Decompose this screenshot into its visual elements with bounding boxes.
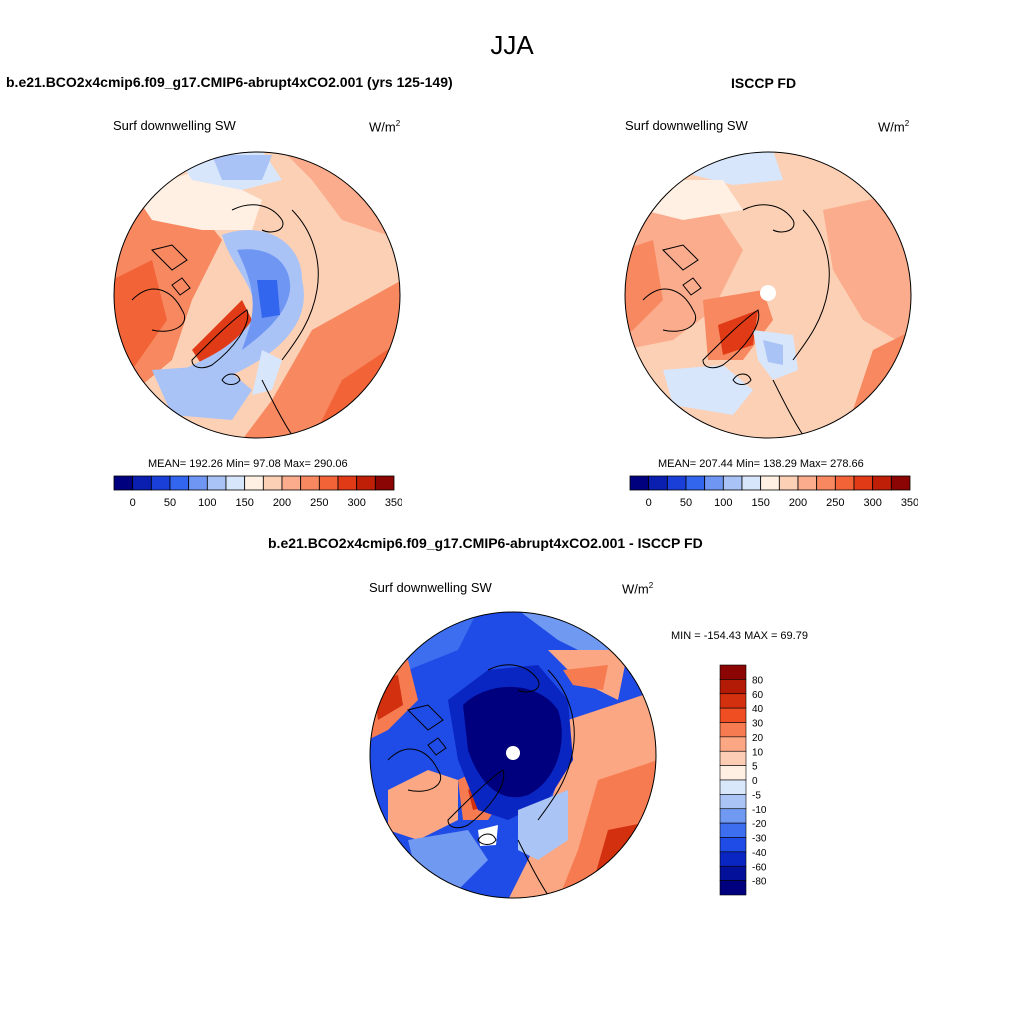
model-colorbar-tick-label: 250 [310, 497, 328, 509]
model-units-label: W/m2 [369, 119, 401, 135]
diff-colorbar-tick-label: 40 [752, 704, 764, 715]
diff-colorbar-swatch [719, 880, 747, 896]
obs-colorbar-tick-label: 150 [751, 497, 769, 509]
diff-colorbar-tick-label: 80 [752, 675, 764, 686]
diff-colorbar-tick-label: -20 [752, 819, 767, 830]
obs-colorbar-swatch [666, 475, 687, 491]
model-colorbar-swatch [150, 475, 171, 491]
diff-colorbar-swatch [719, 865, 747, 881]
model-colorbar-tick-label: 350 [385, 497, 402, 509]
obs-colorbar-swatch [704, 475, 724, 491]
diff-colorbar-swatch [719, 779, 747, 795]
obs-colorbar-swatch [685, 475, 706, 491]
diff-colorbar-tick-label: 60 [752, 690, 764, 701]
model-colorbar-swatch [300, 475, 320, 491]
obs-colorbar-swatch [834, 475, 855, 491]
model-polar-map [113, 151, 401, 439]
model-colorbar-swatch [337, 475, 358, 491]
obs-colorbar-tick-label: 50 [680, 497, 692, 509]
obs-units-label: W/m2 [878, 119, 910, 135]
obs-colorbar-tick-label: 350 [901, 497, 918, 509]
diff-colorbar-tick-label: -40 [752, 848, 767, 859]
obs-colorbar-tick-label: 100 [714, 497, 732, 509]
diff-colorbar-swatch [719, 808, 747, 824]
model-colorbar-swatch [225, 475, 246, 491]
diff-colorbar-tick-label: 30 [752, 719, 764, 730]
obs-colorbar-swatch [722, 475, 743, 491]
model-colorbar-swatch [206, 475, 227, 491]
model-colorbar-tick-label: 300 [347, 497, 365, 509]
diff-colorbar-tick-label: 0 [752, 776, 758, 787]
obs-colorbar-swatch [629, 475, 650, 491]
model-stats: MEAN= 192.26 Min= 97.08 Max= 290.06 [148, 458, 348, 470]
diff-polar-map [369, 611, 657, 899]
model-colorbar-swatch [374, 475, 395, 491]
obs-colorbar-swatch [816, 475, 836, 491]
obs-colorbar-tick-label: 250 [826, 497, 844, 509]
diff-colorbar-swatch [719, 679, 747, 695]
model-colorbar-tick-label: 200 [273, 497, 291, 509]
obs-colorbar-swatch [797, 475, 818, 491]
model-panel-title: b.e21.BCO2x4cmip6.f09_g17.CMIP6-abrupt4x… [6, 74, 453, 90]
diff-colorbar-swatch [719, 750, 747, 766]
obs-colorbar: 0 50 100 150 200 250 300 350 [629, 475, 918, 509]
model-colorbar-swatch [318, 475, 339, 491]
model-colorbar-tick-label: 0 [130, 497, 136, 509]
diff-colorbar-tick-label: 10 [752, 747, 764, 758]
diff-colorbar-tick-label: -5 [752, 790, 761, 801]
obs-colorbar-tick-label: 300 [863, 497, 881, 509]
obs-colorbar-swatch [760, 475, 780, 491]
model-colorbar-tick-label: 150 [235, 497, 253, 509]
diff-colorbar-swatch [719, 851, 747, 867]
obs-colorbar-swatch [890, 475, 911, 491]
model-colorbar-swatch [188, 475, 208, 491]
diff-colorbar-tick-label: -30 [752, 834, 767, 845]
diff-colorbar-tick-label: 5 [752, 762, 758, 773]
diff-colorbar-swatch [719, 794, 747, 810]
diff-colorbar-swatch [719, 693, 747, 709]
diff-colorbar-tick-label: 20 [752, 733, 764, 744]
obs-polar-map [624, 151, 912, 439]
obs-colorbar-swatch [778, 475, 799, 491]
model-colorbar-tick-label: 50 [164, 497, 176, 509]
obs-colorbar-swatch [741, 475, 762, 491]
obs-variable-label: Surf downwelling SW [625, 118, 748, 133]
diff-colorbar-swatch [719, 722, 747, 738]
diff-units-label: W/m2 [622, 581, 654, 597]
diff-colorbar-swatch [719, 822, 747, 838]
model-colorbar-swatch [281, 475, 302, 491]
model-colorbar-swatch [132, 475, 152, 491]
model-colorbar-swatch [113, 475, 134, 491]
diff-colorbar: 80 60 40 30 20 10 5 0 -5 -10 -20 -30 -40 -60 -80 [719, 664, 767, 896]
diff-colorbar-swatch [719, 707, 747, 723]
diff-colorbar-tick-label: -60 [752, 862, 767, 873]
diff-colorbar-tick-label: -80 [752, 877, 767, 888]
obs-stats: MEAN= 207.44 Min= 138.29 Max= 278.66 [658, 458, 864, 470]
figure-title: JJA [490, 30, 534, 60]
model-variable-label: Surf downwelling SW [113, 118, 236, 133]
diff-colorbar-tick-label: -10 [752, 805, 767, 816]
obs-panel-title: ISCCP FD [731, 75, 797, 91]
diff-colorbar-swatch [719, 765, 747, 781]
model-colorbar-swatch [169, 475, 190, 491]
diff-stats: MIN = -154.43 MAX = 69.79 [671, 630, 808, 642]
diff-colorbar-swatch [719, 736, 747, 752]
obs-colorbar-swatch [872, 475, 892, 491]
obs-colorbar-swatch [648, 475, 668, 491]
obs-colorbar-tick-label: 0 [646, 497, 652, 509]
diff-panel-title: b.e21.BCO2x4cmip6.f09_g17.CMIP6-abrupt4x… [268, 535, 703, 551]
model-colorbar: 0 50 100 150 200 250 300 350 [113, 475, 402, 509]
diff-colorbar-swatch [719, 664, 747, 680]
model-colorbar-swatch [262, 475, 283, 491]
model-colorbar-tick-label: 100 [198, 497, 216, 509]
obs-colorbar-tick-label: 200 [789, 497, 807, 509]
diff-variable-label: Surf downwelling SW [369, 580, 492, 595]
diff-colorbar-swatch [719, 837, 747, 853]
model-colorbar-swatch [356, 475, 376, 491]
obs-colorbar-swatch [853, 475, 874, 491]
model-colorbar-swatch [244, 475, 264, 491]
